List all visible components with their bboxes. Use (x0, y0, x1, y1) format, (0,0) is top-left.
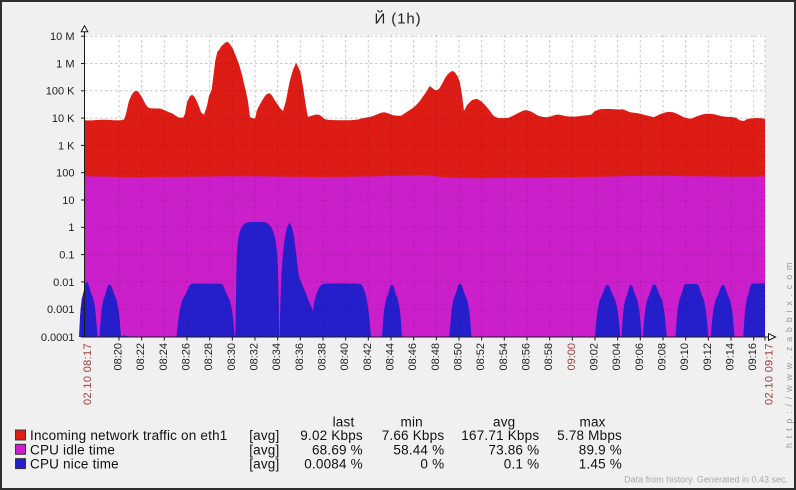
svg-text:08:26: 08:26 (181, 343, 193, 371)
svg-text:09:14: 09:14 (725, 343, 737, 371)
svg-text:09:12: 09:12 (702, 343, 714, 371)
svg-text:09:02: 09:02 (589, 343, 601, 371)
svg-text:58.44 %: 58.44 % (393, 442, 444, 457)
svg-text:10 K: 10 K (52, 113, 75, 125)
svg-text:68.69 %: 68.69 % (312, 442, 363, 457)
svg-text:9.02 Kbps: 9.02 Kbps (300, 428, 363, 443)
svg-text:08:38: 08:38 (317, 343, 329, 371)
svg-text:08:52: 08:52 (475, 343, 487, 371)
svg-text:09:08: 09:08 (657, 343, 669, 371)
svg-text:08:56: 08:56 (521, 343, 533, 371)
svg-text:1 K: 1 K (58, 140, 75, 152)
svg-text:08:48: 08:48 (430, 343, 442, 371)
svg-text:09:00: 09:00 (566, 343, 578, 371)
svg-text:08:40: 08:40 (339, 343, 351, 371)
svg-text:1 M: 1 M (56, 58, 74, 70)
svg-text:08:42: 08:42 (362, 343, 374, 371)
svg-text:7.66 Kbps: 7.66 Kbps (382, 428, 445, 443)
svg-text:[avg]: [avg] (249, 457, 279, 472)
svg-text:02.10 09:17: 02.10 09:17 (764, 343, 776, 405)
svg-text:Incoming network traffic on et: Incoming network traffic on eth1 (30, 428, 228, 443)
svg-text:10 M: 10 M (50, 31, 74, 43)
svg-text:5.78 Mbps: 5.78 Mbps (557, 428, 622, 443)
svg-text:0.1: 0.1 (59, 250, 74, 262)
svg-text:[avg]: [avg] (249, 442, 279, 457)
svg-text:08:44: 08:44 (385, 343, 397, 371)
svg-text:min: min (401, 414, 423, 429)
svg-text:avg: avg (493, 414, 515, 429)
svg-text:100: 100 (56, 168, 74, 180)
svg-text:09:04: 09:04 (611, 343, 623, 371)
svg-text:08:32: 08:32 (249, 343, 261, 371)
svg-text:last: last (333, 414, 355, 429)
svg-text:0.0084 %: 0.0084 % (304, 457, 363, 472)
svg-text:http://www.zabbix.com: http://www.zabbix.com (784, 258, 794, 448)
svg-text:08:46: 08:46 (407, 343, 419, 371)
svg-text:02.10 08:17: 02.10 08:17 (82, 343, 94, 405)
svg-text:08:54: 08:54 (498, 343, 510, 371)
svg-text:Data from history. Generated i: Data from history. Generated in 0.43 sec… (624, 475, 788, 485)
svg-text:Й (1h): Й (1h) (374, 10, 421, 28)
svg-text:1: 1 (68, 222, 74, 234)
svg-text:08:22: 08:22 (135, 343, 147, 371)
svg-text:08:24: 08:24 (158, 343, 170, 371)
svg-text:08:58: 08:58 (543, 343, 555, 371)
svg-text:08:20: 08:20 (113, 343, 125, 371)
svg-text:0.1 %: 0.1 % (504, 457, 540, 472)
svg-text:167.71 Kbps: 167.71 Kbps (461, 428, 539, 443)
svg-text:100 K: 100 K (46, 86, 75, 98)
svg-text:[avg]: [avg] (249, 428, 279, 443)
svg-text:09:06: 09:06 (634, 343, 646, 371)
svg-text:09:16: 09:16 (747, 343, 759, 371)
svg-text:0 %: 0 % (420, 457, 444, 472)
svg-text:max: max (580, 414, 606, 429)
svg-text:89.9 %: 89.9 % (579, 442, 622, 457)
svg-text:08:36: 08:36 (294, 343, 306, 371)
svg-text:0.001: 0.001 (47, 304, 75, 316)
svg-text:73.86 %: 73.86 % (488, 442, 539, 457)
svg-text:09:10: 09:10 (679, 343, 691, 371)
svg-text:10: 10 (62, 195, 74, 207)
svg-text:08:30: 08:30 (226, 343, 238, 371)
svg-text:08:28: 08:28 (203, 343, 215, 371)
svg-text:CPU nice time: CPU nice time (30, 457, 119, 472)
svg-text:08:50: 08:50 (453, 343, 465, 371)
svg-text:08:34: 08:34 (271, 343, 283, 371)
svg-text:1.45 %: 1.45 % (579, 457, 622, 472)
svg-text:0.01: 0.01 (53, 277, 74, 289)
svg-text:0.0001: 0.0001 (41, 332, 75, 344)
svg-text:CPU idle time: CPU idle time (30, 442, 115, 457)
